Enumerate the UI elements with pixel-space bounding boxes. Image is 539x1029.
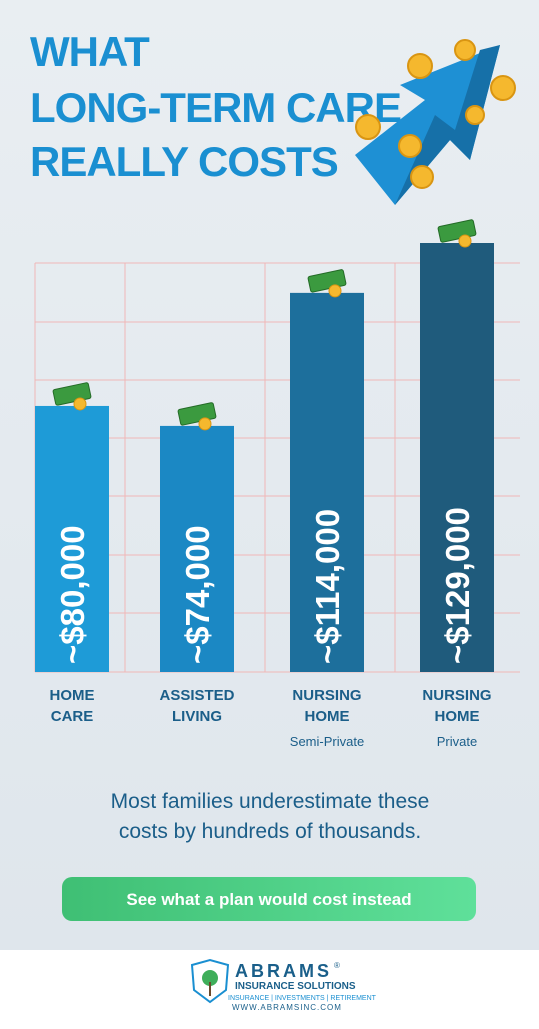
category-sublabel: Private	[437, 734, 477, 749]
coin-icon	[73, 397, 87, 411]
coin-icon	[328, 284, 342, 298]
button-bg[interactable]	[62, 877, 476, 921]
note-line: costs by hundreds of thousands.	[119, 820, 421, 843]
footer-bg	[0, 950, 539, 1024]
category-sublabel: Semi-Private	[290, 734, 364, 749]
title-line: WHAT	[30, 28, 150, 75]
category-label: NURSING HOME	[292, 687, 361, 725]
title-line: LONG-TERM CARE	[30, 84, 401, 131]
note-line: Most families underestimate these	[111, 790, 430, 813]
coin-icon	[458, 234, 472, 248]
bar	[160, 425, 234, 672]
category-label: ASSISTED LIVING	[159, 687, 234, 725]
brand-subtitle: INSURANCE SOLUTIONS	[235, 981, 356, 992]
url: WWW.ABRAMSINC.COM	[232, 1003, 342, 1012]
category-label: HOME CARE	[50, 687, 95, 725]
title-line: REALLY COSTS	[30, 138, 338, 185]
category-label: NURSING HOME	[422, 687, 491, 725]
bars: ~$80,000 HOME CARE ~$74,000 ASSISTED LIVING ~$…	[35, 219, 494, 749]
bar	[290, 292, 364, 672]
value-label: ~$114,000	[309, 509, 346, 664]
value-label: ~$80,000	[54, 525, 91, 664]
arrow-illustration	[355, 39, 516, 205]
tagline: INSURANCE | INVESTMENTS | RETIREMENT	[228, 995, 377, 1002]
title: WHAT LONG-TERM CARE REALLY COSTS	[30, 28, 402, 185]
coin-icon	[198, 417, 212, 431]
button-label[interactable]: See what a plan would cost instead	[126, 890, 411, 909]
value-label: ~$74,000	[179, 525, 216, 664]
bar	[420, 243, 494, 672]
brand: ABRAMS	[235, 961, 332, 981]
logo: ABRAMS ® INSURANCE SOLUTIONS INSURANCE |…	[190, 958, 377, 1012]
cta-button[interactable]: See what a plan would cost instead	[62, 877, 476, 921]
value-label: ~$129,000	[439, 507, 476, 664]
note: Most families underestimate these costs …	[111, 790, 430, 843]
bar	[35, 405, 109, 672]
brand-mark: ®	[334, 961, 340, 970]
